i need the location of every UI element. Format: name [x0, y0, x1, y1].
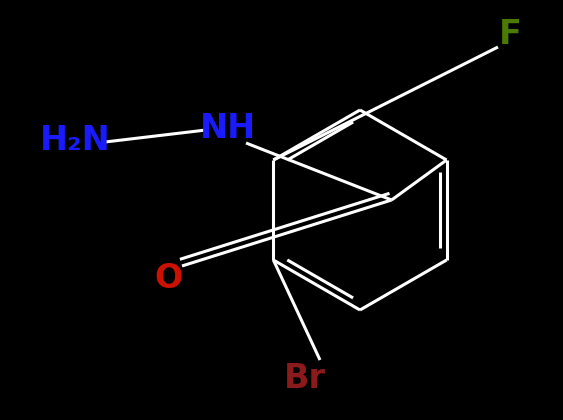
Text: H₂N: H₂N [39, 123, 110, 157]
Text: F: F [499, 18, 521, 52]
Text: NH: NH [200, 111, 256, 144]
Text: O: O [154, 262, 182, 294]
Text: Br: Br [284, 362, 326, 394]
